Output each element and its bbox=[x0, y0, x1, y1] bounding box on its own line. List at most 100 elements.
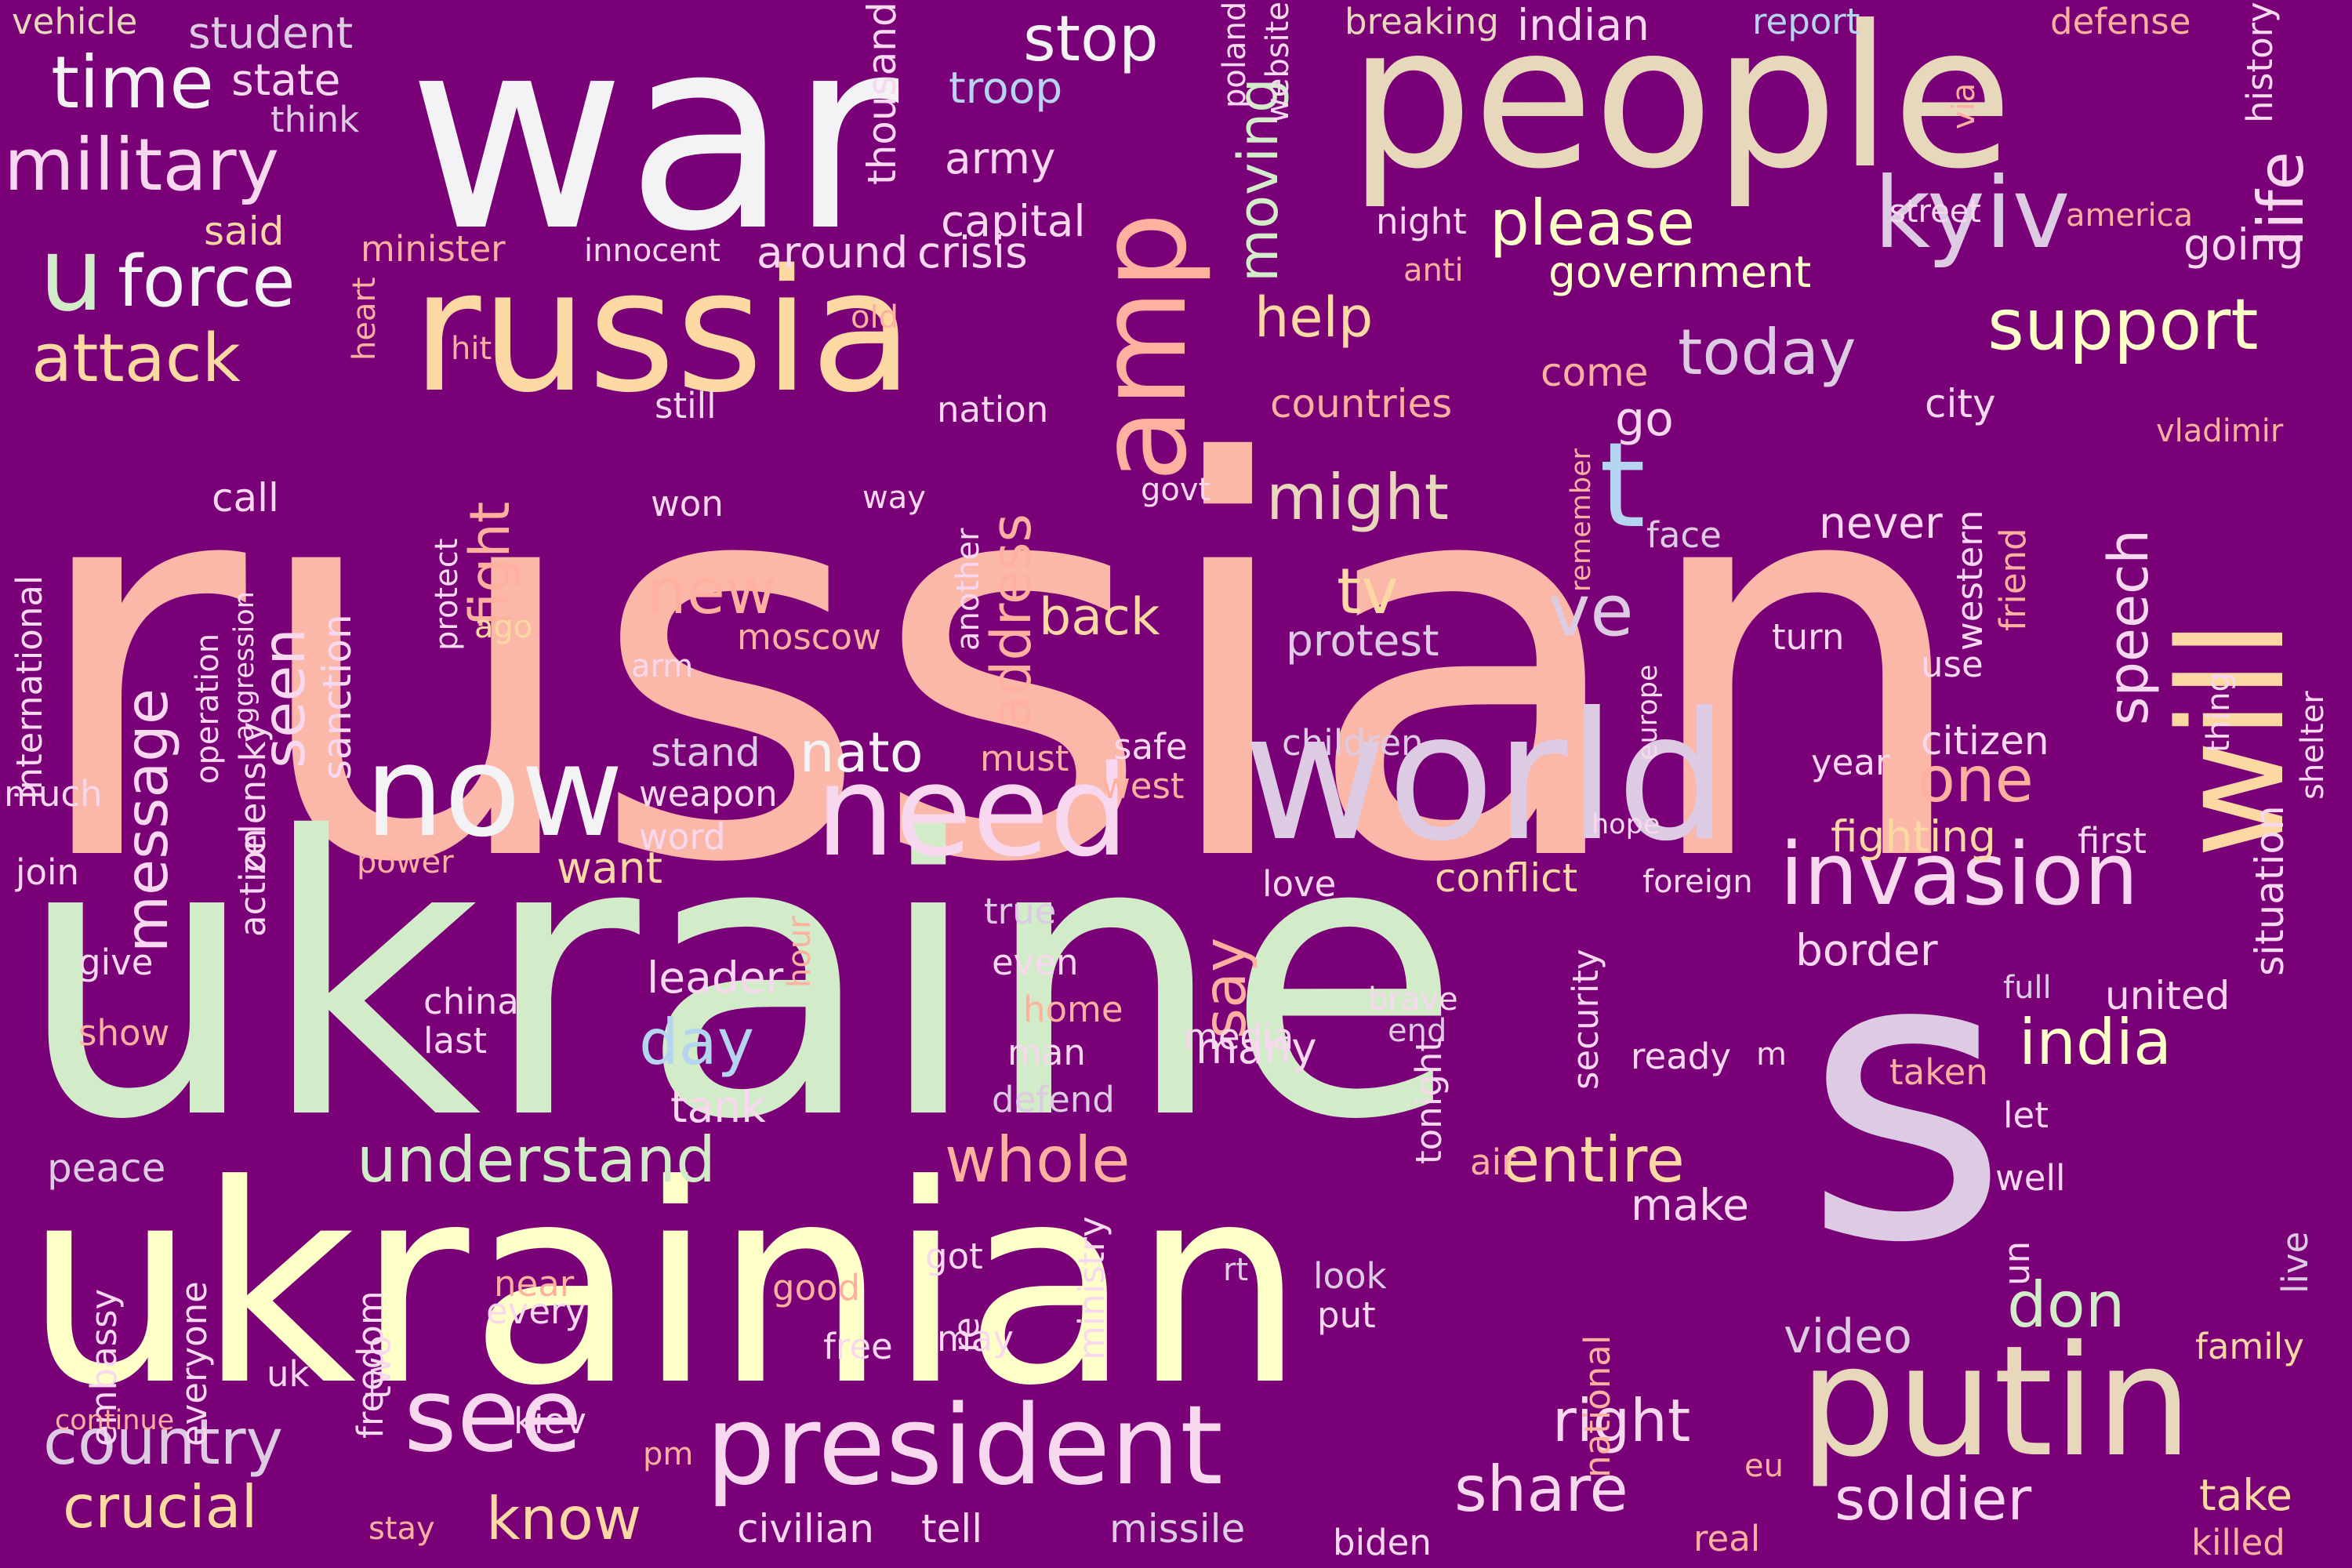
word-much: much bbox=[4, 773, 103, 815]
word-putin: putin bbox=[1799, 1312, 2193, 1490]
word-student: student bbox=[188, 8, 354, 58]
word-country: country bbox=[43, 1406, 283, 1479]
word-website: website bbox=[1260, 2, 1296, 123]
word-crucial: crucial bbox=[63, 1472, 258, 1541]
word-citizen: citizen bbox=[1921, 718, 2049, 764]
word-way: way bbox=[862, 480, 926, 516]
word-moscow: moscow bbox=[737, 616, 881, 658]
word-every: every bbox=[486, 1290, 586, 1332]
word-show: show bbox=[78, 1012, 170, 1054]
word-need: need bbox=[815, 738, 1129, 884]
word-hope: hope bbox=[1592, 809, 1661, 840]
word-air: air bbox=[1470, 1142, 1516, 1183]
word-eu: eu bbox=[1744, 1448, 1784, 1484]
word-video: video bbox=[1784, 1309, 1912, 1364]
word-free: free bbox=[823, 1326, 893, 1367]
word-know: know bbox=[486, 1484, 642, 1553]
word-countries: countries bbox=[1270, 381, 1453, 426]
word-uk: uk bbox=[267, 1353, 310, 1395]
word-ready: ready bbox=[1631, 1036, 1731, 1077]
word-please: please bbox=[1490, 187, 1696, 260]
word-entire: entire bbox=[1501, 1123, 1685, 1196]
word-take: take bbox=[2199, 1470, 2292, 1520]
word-u: u bbox=[39, 215, 104, 334]
word-two: two bbox=[358, 1335, 399, 1399]
word-m: m bbox=[1756, 1036, 1787, 1073]
word-s: s bbox=[1803, 869, 2010, 1330]
word-hour: hour bbox=[782, 916, 818, 988]
word-west: west bbox=[1102, 765, 1185, 807]
word-conflict: conflict bbox=[1435, 855, 1578, 901]
word-attack: attack bbox=[31, 320, 241, 397]
word-got: got bbox=[925, 1236, 983, 1277]
word-russia: russia bbox=[412, 233, 914, 430]
word-brave: brave bbox=[1368, 982, 1458, 1018]
word-nation: nation bbox=[937, 389, 1049, 430]
word-don: don bbox=[2007, 1269, 2125, 1341]
word-never: never bbox=[1819, 498, 1943, 548]
word-join: join bbox=[16, 851, 80, 893]
word-home: home bbox=[1023, 989, 1123, 1030]
word-speech: speech bbox=[2096, 529, 2161, 725]
word-army: army bbox=[945, 133, 1056, 183]
word-ukrainian: ukrainian bbox=[24, 1126, 1306, 1446]
word-minister: minister bbox=[361, 228, 506, 270]
word-tank: tank bbox=[670, 1082, 766, 1132]
word-thousand: thousand bbox=[859, 2, 905, 185]
word-put: put bbox=[1317, 1294, 1376, 1336]
word-shelter: shelter bbox=[2295, 691, 2331, 800]
word-won: won bbox=[651, 483, 724, 524]
word-street: street bbox=[1889, 194, 1981, 230]
word-safe: safe bbox=[1113, 726, 1188, 768]
word-security: security bbox=[1565, 949, 1606, 1090]
word-heart: heart bbox=[347, 277, 383, 361]
word-man: man bbox=[1007, 1032, 1086, 1073]
word-world: world bbox=[1243, 675, 1729, 880]
word-today: today bbox=[1678, 316, 1857, 389]
word-foreign: foreign bbox=[1642, 864, 1753, 900]
word-kiev: kiev bbox=[514, 1400, 586, 1442]
word-via: via bbox=[1946, 82, 1982, 129]
word-biden: biden bbox=[1333, 1522, 1432, 1563]
word-may: may bbox=[937, 1318, 1014, 1359]
word-everyone: everyone bbox=[173, 1281, 215, 1446]
word-military: military bbox=[4, 123, 280, 207]
word-right: right bbox=[1552, 1386, 1691, 1455]
word-civilian: civilian bbox=[737, 1506, 874, 1552]
word-end: end bbox=[1388, 1013, 1447, 1049]
word-even: even bbox=[992, 942, 1079, 983]
word-well: well bbox=[1995, 1157, 2066, 1199]
word-back: back bbox=[1039, 588, 1160, 647]
word-poland: poland bbox=[1217, 2, 1253, 109]
word-situation: situation bbox=[2247, 805, 2292, 976]
word-ministry: ministry bbox=[1071, 1216, 1112, 1360]
word-national: national bbox=[1577, 1334, 1618, 1478]
word-live: live bbox=[2274, 1231, 2316, 1294]
word-vehicle: vehicle bbox=[12, 1, 138, 42]
word-media: media bbox=[1184, 1016, 1294, 1058]
word-look: look bbox=[1313, 1255, 1387, 1297]
word-action: action bbox=[232, 828, 274, 937]
word-defense: defense bbox=[2050, 1, 2191, 42]
word-force: force bbox=[118, 241, 296, 323]
word-missile: missile bbox=[1109, 1506, 1246, 1552]
word-remember: remember bbox=[1566, 448, 1597, 592]
word-address: address bbox=[979, 513, 1044, 729]
word-family: family bbox=[2195, 1326, 2304, 1367]
word-true: true bbox=[984, 891, 1057, 932]
word-good: good bbox=[772, 1267, 861, 1308]
word-support: support bbox=[1987, 284, 2259, 366]
word-capital: capital bbox=[941, 196, 1086, 246]
word-anti: anti bbox=[1403, 252, 1464, 289]
word-stop: stop bbox=[1023, 2, 1159, 75]
word-last: last bbox=[423, 1020, 488, 1062]
word-continue: continue bbox=[55, 1405, 175, 1436]
word-year: year bbox=[1811, 742, 1890, 783]
word-protest: protest bbox=[1286, 615, 1439, 666]
word-history: history bbox=[2239, 2, 2281, 123]
word-ve: ve bbox=[1548, 570, 1634, 652]
word-people: people bbox=[1348, 0, 2013, 212]
word-first: first bbox=[2078, 820, 2147, 862]
word-come: come bbox=[1541, 350, 1649, 395]
word-another: another bbox=[950, 528, 986, 651]
